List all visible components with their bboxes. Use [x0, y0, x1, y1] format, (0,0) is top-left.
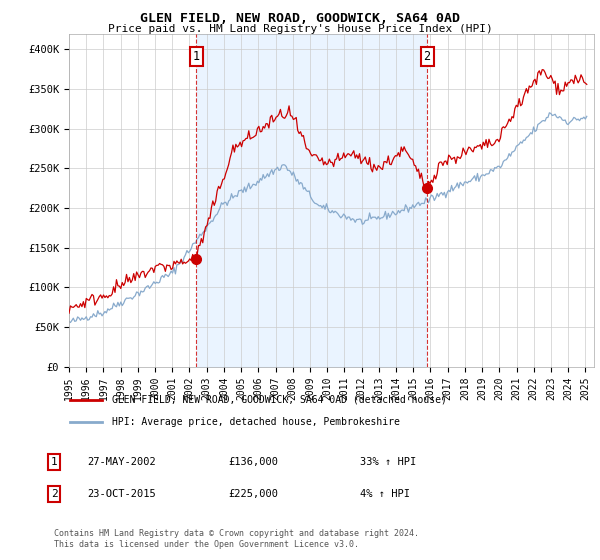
- Text: £225,000: £225,000: [228, 489, 278, 499]
- Text: 1: 1: [193, 50, 200, 63]
- Text: 2: 2: [424, 50, 431, 63]
- Text: Price paid vs. HM Land Registry's House Price Index (HPI): Price paid vs. HM Land Registry's House …: [107, 24, 493, 34]
- Text: £136,000: £136,000: [228, 457, 278, 467]
- Text: 4% ↑ HPI: 4% ↑ HPI: [360, 489, 410, 499]
- Text: 33% ↑ HPI: 33% ↑ HPI: [360, 457, 416, 467]
- Text: GLEN FIELD, NEW ROAD, GOODWICK, SA64 0AD (detached house): GLEN FIELD, NEW ROAD, GOODWICK, SA64 0AD…: [112, 395, 447, 405]
- Text: 1: 1: [50, 457, 58, 467]
- Text: 2: 2: [50, 489, 58, 499]
- Text: 23-OCT-2015: 23-OCT-2015: [87, 489, 156, 499]
- Text: 27-MAY-2002: 27-MAY-2002: [87, 457, 156, 467]
- Text: GLEN FIELD, NEW ROAD, GOODWICK, SA64 0AD: GLEN FIELD, NEW ROAD, GOODWICK, SA64 0AD: [140, 12, 460, 25]
- Text: HPI: Average price, detached house, Pembrokeshire: HPI: Average price, detached house, Pemb…: [112, 417, 400, 427]
- Text: Contains HM Land Registry data © Crown copyright and database right 2024.
This d: Contains HM Land Registry data © Crown c…: [54, 529, 419, 549]
